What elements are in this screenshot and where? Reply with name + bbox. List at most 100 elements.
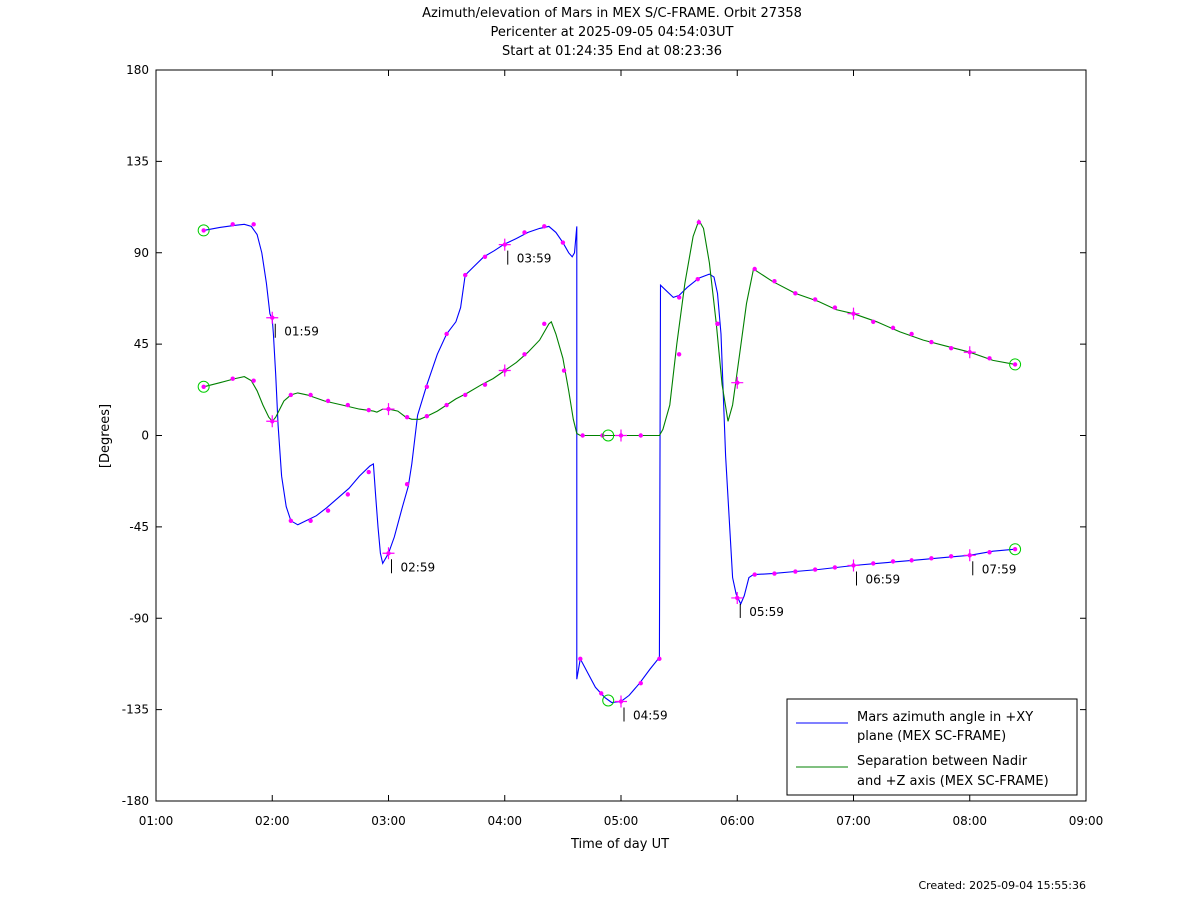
event-circle-separation <box>602 429 615 442</box>
x-tick-label: 03:00 <box>371 814 406 828</box>
data-dot-azimuth <box>308 518 313 523</box>
title-line-3: Start at 01:24:35 End at 08:23:36 <box>502 44 722 59</box>
y-tick-label: -90 <box>129 611 149 625</box>
data-dot-azimuth <box>752 572 757 577</box>
data-dot-separation <box>715 321 720 327</box>
time-label: 07:59 <box>982 562 1017 576</box>
y-tick-label: 0 <box>141 429 149 443</box>
data-dot-separation <box>444 402 449 408</box>
x-axis-label: Time of day UT <box>570 837 669 852</box>
hour-cross-separation <box>615 429 627 442</box>
x-tick-label: 08:00 <box>952 814 987 828</box>
y-tick-label: -135 <box>122 703 149 717</box>
data-dot-azimuth <box>1012 547 1018 552</box>
time-label: 06:59 <box>866 572 901 586</box>
data-dot-separation <box>909 331 914 337</box>
data-dot-azimuth <box>793 569 798 574</box>
y-tick-label: 90 <box>134 246 149 260</box>
marker-layer <box>197 220 1022 708</box>
data-dot-separation <box>948 345 954 351</box>
data-dot-azimuth <box>482 254 488 260</box>
data-dot-azimuth <box>424 384 430 389</box>
data-dot-separation <box>871 319 876 324</box>
hour-cross-azimuth <box>382 547 395 560</box>
data-dot-azimuth <box>542 224 547 229</box>
data-dot-separation <box>230 376 235 381</box>
data-dot-separation <box>424 414 430 419</box>
data-dot-separation <box>345 402 351 408</box>
data-dot-separation <box>404 415 410 420</box>
data-dot-azimuth <box>812 567 818 572</box>
data-dot-azimuth <box>832 565 838 570</box>
time-label-layer: 01:59 02:59 03:59 04:59 05:59 06:59 07:59 <box>274 250 1017 723</box>
data-dot-azimuth <box>230 222 235 227</box>
data-dot-azimuth <box>578 656 583 662</box>
data-dot-azimuth <box>404 482 410 487</box>
data-dot-azimuth <box>522 230 527 235</box>
data-dot-azimuth <box>444 331 449 337</box>
time-label: 05:59 <box>749 605 784 619</box>
data-dot-separation <box>1012 362 1018 367</box>
data-dot-azimuth <box>676 295 682 300</box>
y-tick-label: 135 <box>126 154 149 168</box>
data-dot-azimuth <box>638 681 643 686</box>
data-dot-azimuth <box>325 508 331 513</box>
x-tick-label: 05:00 <box>604 814 639 828</box>
data-dot-separation <box>325 398 331 404</box>
series-layer <box>203 218 1016 704</box>
data-dot-azimuth <box>288 518 294 523</box>
data-dot-azimuth <box>987 550 992 555</box>
title-line-1: Azimuth/elevation of Mars in MEX S/C-FRA… <box>422 6 802 21</box>
hour-cross-azimuth <box>615 695 627 708</box>
y-tick-label: 180 <box>126 63 149 77</box>
hour-cross-azimuth <box>847 559 860 572</box>
time-label: 02:59 <box>401 560 436 574</box>
y-axis-label: [Degrees] <box>98 404 113 468</box>
data-dot-azimuth <box>772 571 777 576</box>
data-dot-azimuth <box>560 240 566 245</box>
y-tick-label: 45 <box>134 337 149 351</box>
hour-cross-separation <box>498 364 511 377</box>
series-line-azimuth <box>203 223 1016 704</box>
legend-label-azimuth-line2: plane (MEX SC-FRAME) <box>857 729 1006 744</box>
event-circle-separation <box>1009 358 1022 371</box>
data-dot-separation <box>793 291 798 296</box>
hour-cross-separation <box>731 376 744 389</box>
legend-box <box>786 698 1078 796</box>
x-tick-label: 06:00 <box>720 814 755 828</box>
legend-label-separation-line1: Separation between Nadir <box>857 754 1028 769</box>
data-dot-separation <box>890 325 896 331</box>
data-dot-separation <box>482 382 488 387</box>
x-tick-label: 07:00 <box>836 814 871 828</box>
data-dot-azimuth <box>463 272 468 278</box>
data-dot-azimuth <box>599 691 604 696</box>
hour-cross-separation <box>382 403 395 416</box>
x-tick-label: 01:00 <box>139 814 174 828</box>
data-dot-separation <box>812 297 818 302</box>
data-dot-separation <box>251 378 256 383</box>
hour-cross-separation <box>963 346 976 359</box>
x-tick-label: 09:00 <box>1069 814 1104 828</box>
data-dot-azimuth <box>948 554 954 559</box>
chart-title: Azimuth/elevation of Mars in MEX S/C-FRA… <box>422 6 802 59</box>
data-dot-separation <box>772 278 777 284</box>
title-line-2: Pericenter at 2025-09-05 04:54:03UT <box>490 25 733 40</box>
data-dot-azimuth <box>366 469 371 475</box>
data-dot-separation <box>288 392 294 398</box>
event-circle-separation <box>197 380 210 393</box>
y-tick-label: -45 <box>129 520 149 534</box>
time-label: 03:59 <box>517 252 552 266</box>
data-dot-separation <box>366 407 371 413</box>
data-dot-separation <box>638 433 643 438</box>
hour-cross-separation <box>266 415 279 428</box>
data-dot-separation <box>308 392 313 398</box>
y-tick-label: -180 <box>122 794 149 808</box>
event-circle-azimuth <box>197 224 210 237</box>
created-footer: Created: 2025-09-04 15:55:36 <box>918 879 1086 892</box>
time-label: 01:59 <box>284 325 319 339</box>
data-dot-azimuth <box>251 222 256 227</box>
hour-cross-separation <box>847 307 860 320</box>
data-dot-separation <box>832 305 838 310</box>
data-dot-separation <box>542 321 547 327</box>
